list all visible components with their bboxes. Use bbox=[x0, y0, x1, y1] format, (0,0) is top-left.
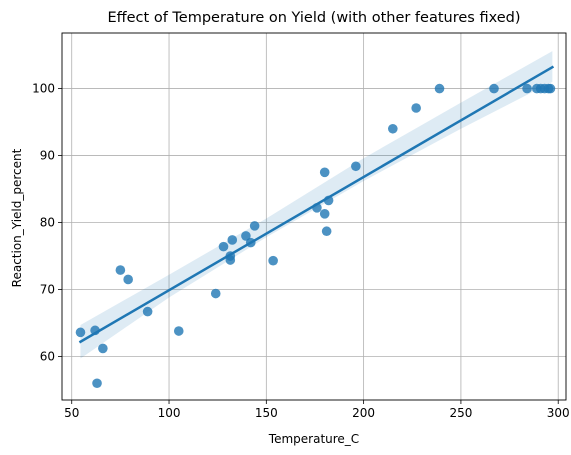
x-axis-label: Temperature_C bbox=[268, 432, 359, 446]
regression-line-layer bbox=[78, 65, 555, 344]
data-point bbox=[249, 221, 260, 231]
data-point bbox=[522, 83, 532, 94]
plot-area-frame bbox=[61, 32, 567, 401]
data-point bbox=[123, 274, 133, 285]
data-point bbox=[434, 83, 445, 94]
x-tick-label: 200 bbox=[352, 406, 375, 420]
regression-line bbox=[78, 65, 555, 344]
points-layer bbox=[75, 83, 556, 389]
data-point bbox=[489, 83, 499, 94]
data-point bbox=[227, 235, 238, 245]
data-point bbox=[388, 123, 398, 134]
axis-ticks: 50 100 150 200 250 300 60 70 80 90 100 bbox=[32, 82, 570, 420]
data-point bbox=[98, 343, 108, 354]
data-point bbox=[268, 255, 278, 266]
data-point bbox=[142, 306, 153, 317]
y-tick-label: 60 bbox=[40, 349, 55, 363]
y-tick-label: 70 bbox=[40, 282, 55, 296]
data-point bbox=[210, 288, 221, 299]
data-point bbox=[411, 103, 421, 113]
x-tick-label: 250 bbox=[449, 406, 472, 420]
data-point bbox=[319, 209, 330, 219]
x-tick-label: 50 bbox=[64, 406, 79, 420]
data-point bbox=[545, 83, 556, 94]
data-point bbox=[75, 327, 86, 338]
data-point bbox=[115, 265, 126, 275]
data-point bbox=[173, 326, 184, 336]
x-tick-label: 100 bbox=[158, 406, 181, 420]
y-axis-label: Reaction_Yield_percent bbox=[10, 148, 24, 287]
y-tick-label: 90 bbox=[40, 149, 55, 163]
x-tick-label: 300 bbox=[547, 406, 570, 420]
data-point bbox=[241, 231, 251, 241]
grid bbox=[62, 33, 566, 400]
data-point bbox=[321, 226, 332, 237]
data-point bbox=[92, 378, 102, 389]
x-tick-label: 150 bbox=[255, 406, 278, 420]
y-tick-label: 100 bbox=[32, 82, 55, 96]
data-point bbox=[218, 241, 229, 252]
data-point bbox=[319, 167, 330, 178]
y-tick-label: 80 bbox=[40, 216, 55, 230]
chart-title: Effect of Temperature on Yield (with oth… bbox=[107, 10, 520, 26]
data-point bbox=[351, 161, 361, 172]
